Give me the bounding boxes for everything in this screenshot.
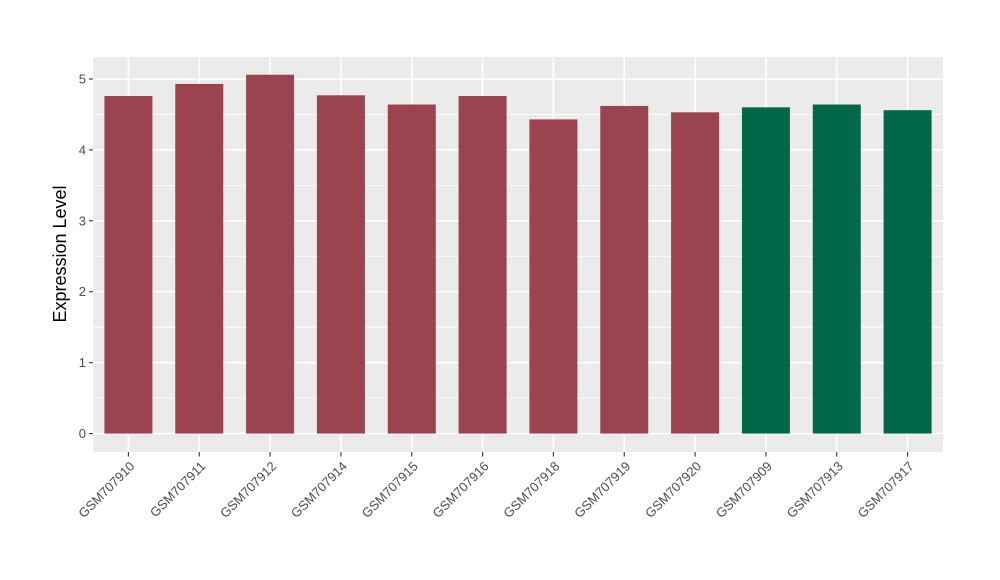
bar bbox=[741, 107, 790, 434]
bar bbox=[671, 112, 720, 434]
y-tick-label: 0 bbox=[79, 426, 86, 441]
bar bbox=[246, 74, 295, 434]
x-tick-label: GSM707919 bbox=[571, 459, 633, 521]
plot-panel bbox=[93, 57, 943, 452]
bar bbox=[104, 96, 153, 434]
y-tick-label: 4 bbox=[79, 142, 86, 157]
bar bbox=[175, 83, 224, 434]
bar bbox=[883, 110, 932, 434]
x-tick-label: GSM707910 bbox=[75, 459, 137, 521]
x-tick-label: GSM707909 bbox=[713, 459, 775, 521]
x-tick-label: GSM707917 bbox=[854, 459, 916, 521]
bar bbox=[600, 105, 649, 434]
x-tick-label: GSM707920 bbox=[642, 459, 704, 521]
x-tick-label: GSM707916 bbox=[429, 459, 491, 521]
x-tick-label: GSM707911 bbox=[147, 459, 209, 521]
x-tick-label: GSM707915 bbox=[359, 459, 421, 521]
y-tick-label: 1 bbox=[79, 355, 86, 370]
bar bbox=[529, 119, 578, 434]
x-tick-label: GSM707912 bbox=[217, 459, 279, 521]
bar bbox=[316, 95, 365, 434]
x-tick-label: GSM707913 bbox=[784, 459, 846, 521]
bar bbox=[387, 104, 436, 434]
x-tick-label: GSM707918 bbox=[500, 459, 562, 521]
panel-background bbox=[93, 57, 943, 452]
bars bbox=[104, 74, 932, 434]
bar bbox=[458, 96, 507, 434]
y-tick-label: 5 bbox=[79, 71, 86, 86]
y-axis-title: Expression Level bbox=[50, 185, 70, 322]
y-tick-label: 2 bbox=[79, 284, 86, 299]
x-tick-label: GSM707914 bbox=[288, 459, 350, 521]
y-tick-label: 3 bbox=[79, 213, 86, 228]
bar bbox=[812, 104, 861, 434]
